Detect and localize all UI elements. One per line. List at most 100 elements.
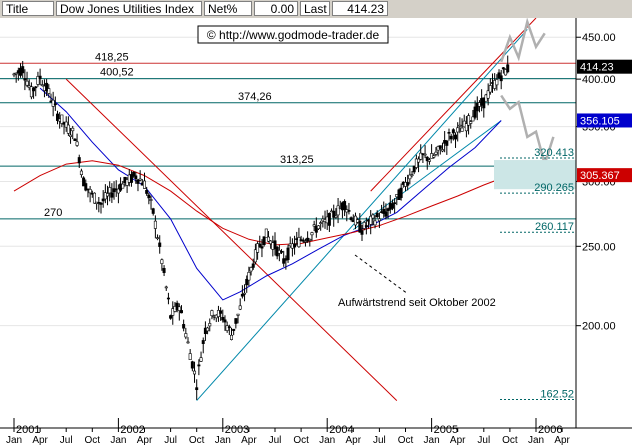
- candle-body: [179, 310, 183, 314]
- candle-body: [343, 201, 347, 211]
- candle-body: [269, 240, 273, 245]
- y-tick-label: 250.00: [582, 241, 616, 253]
- candle-body: [208, 323, 212, 327]
- x-month-label: Oct: [85, 435, 101, 446]
- candle-body: [110, 192, 114, 198]
- y-tick-label: 400.00: [582, 74, 616, 86]
- x-year-label: 2004: [329, 424, 353, 436]
- candle-body: [293, 243, 297, 248]
- candle-body: [495, 79, 499, 86]
- candle-body: [177, 306, 181, 311]
- candle-body: [501, 67, 505, 70]
- candle-body: [227, 326, 231, 329]
- x-month-label: Jul: [164, 435, 177, 446]
- x-year-label: 2006: [538, 424, 562, 436]
- candle-body: [473, 106, 477, 118]
- candle-body: [456, 127, 460, 133]
- price-tag-label: 356.105: [580, 115, 620, 127]
- net-label: Net%: [204, 1, 252, 16]
- level-label: 313,25: [280, 154, 314, 166]
- candle-body: [364, 225, 368, 227]
- y-axis-panel: [576, 18, 632, 446]
- watermark-frame: [197, 25, 389, 44]
- candle-body: [186, 341, 190, 344]
- candle-body: [160, 259, 164, 264]
- candle-body: [47, 88, 51, 94]
- watermark-text: © http://www.godmode-trader.de: [207, 28, 380, 42]
- last-label: Last: [300, 1, 330, 16]
- price-tag-label: 414.23: [580, 62, 614, 74]
- candle-body: [314, 225, 318, 233]
- x-month-label: Apr: [554, 435, 570, 446]
- candle-body: [164, 286, 168, 289]
- candle-body: [460, 127, 464, 132]
- candle-body: [438, 145, 442, 149]
- candle-body: [454, 134, 458, 140]
- candle-body: [210, 310, 214, 316]
- candle-body: [55, 113, 59, 121]
- candle-body: [243, 292, 247, 295]
- candle-body: [408, 174, 412, 180]
- target-label: 260.117: [535, 221, 574, 233]
- candle-body: [447, 132, 451, 134]
- price-tag-box: [577, 168, 632, 183]
- candle-body: [419, 152, 423, 160]
- candle-body: [158, 242, 162, 247]
- x-year-label: 2002: [120, 424, 144, 436]
- candle-body: [467, 115, 471, 126]
- x-month-label: Apr: [346, 435, 362, 446]
- candle-body: [247, 271, 251, 281]
- chart-header-bar: Title Dow Jones Utilities Index Net% 0.0…: [0, 0, 632, 19]
- candle-body: [129, 174, 133, 183]
- price-chart: 418,25 400,52 374,26 313,25 270 320.413 290.2…: [0, 18, 632, 446]
- candle-body: [369, 215, 373, 225]
- candle-body: [82, 177, 86, 187]
- candle-body: [223, 319, 227, 323]
- candle-body: [53, 103, 57, 106]
- price-tags: 414.23 356.105 305.367: [577, 59, 632, 183]
- x-month-label: Jul: [477, 435, 490, 446]
- candle-body: [206, 327, 210, 332]
- candle-body: [99, 202, 103, 205]
- candle-body: [143, 180, 147, 189]
- candle-body: [34, 86, 38, 89]
- net-value: 0.00: [254, 1, 298, 16]
- candle-body: [134, 175, 138, 179]
- y-tick-label: 350.00: [582, 122, 616, 134]
- candle-body: [29, 86, 33, 98]
- candle-body: [504, 69, 508, 76]
- candle-body: [190, 361, 194, 369]
- candle-body: [410, 174, 414, 176]
- x-year-label: 2001: [16, 424, 40, 436]
- candle-body: [499, 75, 503, 82]
- candle-body: [245, 278, 249, 286]
- candle-body: [149, 199, 153, 201]
- candle-body: [88, 189, 92, 194]
- candle-body: [249, 267, 253, 272]
- target-label: 162.52: [540, 388, 574, 400]
- candle-body: [375, 212, 379, 218]
- candle-body: [45, 82, 49, 92]
- candle-body: [486, 90, 490, 99]
- candle-body: [286, 247, 290, 261]
- candle-body: [234, 318, 238, 324]
- candle-body: [358, 220, 362, 233]
- x-month-label: Oct: [398, 435, 414, 446]
- candle-body: [184, 333, 188, 338]
- candle-body: [221, 317, 225, 321]
- candle-body: [414, 158, 418, 168]
- candle-body: [360, 230, 364, 235]
- candle-body: [434, 151, 438, 155]
- target-label: 290.265: [534, 182, 574, 194]
- candle-body: [25, 80, 29, 86]
- candle-body: [40, 84, 44, 86]
- candle-body: [469, 121, 473, 124]
- candle-body: [73, 138, 77, 141]
- candle-body: [417, 158, 421, 163]
- x-month-label: Jul: [269, 435, 282, 446]
- candle-body: [69, 134, 73, 137]
- candle-body: [147, 194, 151, 199]
- candle-body: [106, 193, 110, 197]
- candle-body: [312, 224, 316, 227]
- candle-body: [175, 302, 179, 311]
